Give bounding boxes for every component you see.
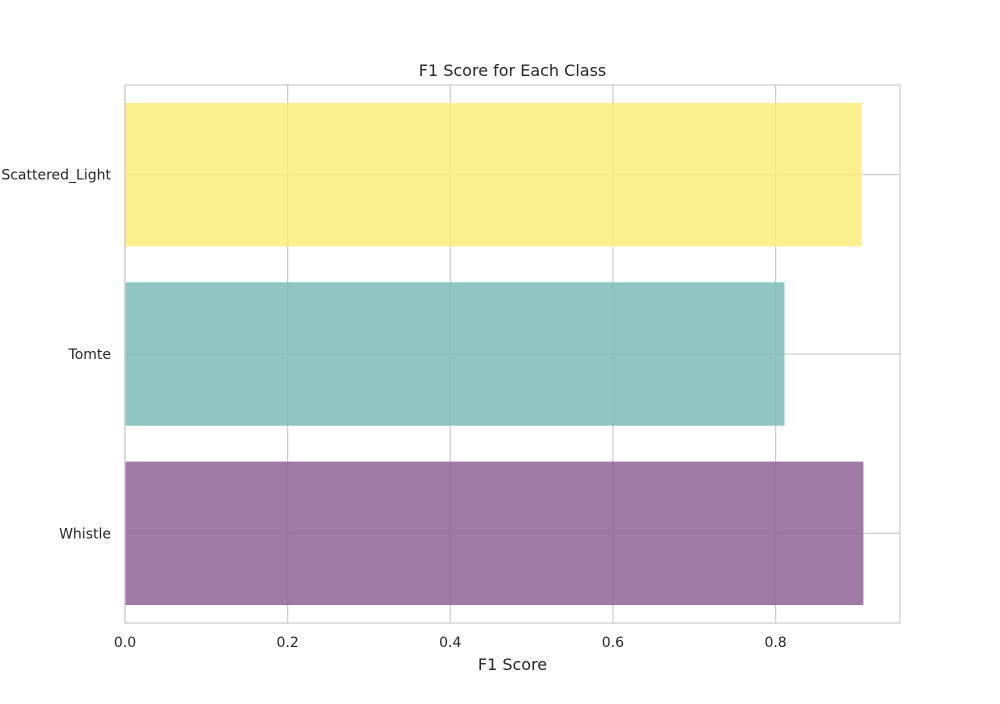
plot-frame: [124, 84, 901, 624]
x-tick-labels: 0.0 0.2 0.4 0.6 0.8: [114, 635, 787, 651]
y-tick-labels: Whistle Tomte Scattered_Light: [1, 168, 111, 543]
bar-whistle: [125, 461, 864, 606]
x-axis-label: F1 Score: [478, 655, 547, 674]
chart-title: F1 Score for Each Class: [419, 61, 606, 80]
y-tick-label: Tomte: [68, 347, 111, 363]
x-tick-label: 0.0: [114, 635, 136, 651]
x-tick-label: 0.6: [602, 635, 624, 651]
x-tick-label: 0.4: [439, 635, 461, 651]
bars-layer: [125, 102, 864, 606]
bar-scattered-light: [125, 102, 862, 247]
x-tick-label: 0.2: [277, 635, 299, 651]
x-tick-label: 0.8: [764, 635, 786, 651]
y-tick-label: Scattered_Light: [1, 168, 111, 184]
bar-tomte: [125, 282, 785, 426]
y-tick-label: Whistle: [59, 526, 111, 542]
